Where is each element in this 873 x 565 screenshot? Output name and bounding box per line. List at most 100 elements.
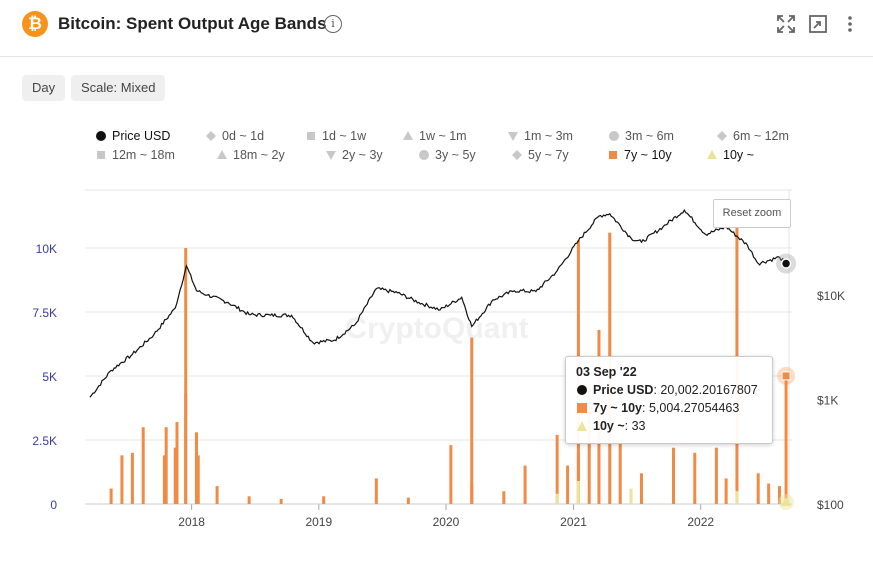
legend-label: 2y ~ 3y <box>342 148 383 162</box>
reset-zoom-button[interactable]: Reset zoom <box>713 199 791 228</box>
y-tick-label: 10K <box>36 242 57 256</box>
bar-hover-point <box>781 371 791 381</box>
x-tick-label: 2018 <box>178 515 205 529</box>
legend-label: 3m ~ 6m <box>625 129 674 143</box>
bar-7y-10y <box>502 491 506 504</box>
bar-7y-10y <box>195 432 199 504</box>
bar-7y-10y <box>756 473 760 504</box>
legend-item[interactable]: 1m ~ 3m <box>507 129 573 143</box>
bar-7y-10y <box>374 478 378 504</box>
bar-7y-10y <box>215 486 219 504</box>
bar-7y-10y <box>162 455 166 504</box>
tooltip-row-7y-10y: 7y ~ 10y: 5,004.27054463 <box>576 401 739 415</box>
bar-7y-10y <box>120 455 124 504</box>
circle-marker-icon <box>96 131 106 141</box>
info-icon[interactable]: i <box>324 15 342 33</box>
bar-7y-10y <box>587 386 591 504</box>
bar-7y-10y <box>639 473 643 504</box>
legend-label: 5y ~ 7y <box>528 148 569 162</box>
legend-item[interactable]: 3m ~ 6m <box>608 129 674 143</box>
legend-label: 1d ~ 1w <box>322 129 367 143</box>
window-icon[interactable] <box>808 14 828 34</box>
x-tick-label: 2020 <box>433 515 460 529</box>
bar-7y-10y <box>672 447 676 504</box>
tooltip-series-name: Price USD <box>593 383 654 397</box>
tooltip-series-name: 7y ~ 10y <box>593 401 643 415</box>
bar-10y <box>735 491 739 504</box>
bar-7y-10y <box>784 375 788 504</box>
circle-marker-icon <box>577 385 587 395</box>
bar-7y-10y <box>724 478 728 504</box>
tooltip-series-value: 5,004.27054463 <box>648 401 740 415</box>
tooltip-colon: : <box>624 419 632 433</box>
tooltip-series-value: 20,002.20167807 <box>660 383 758 397</box>
y-tick-label: 7.5K <box>32 306 57 320</box>
bar-7y-10y <box>184 248 188 504</box>
legend-item[interactable]: 2y ~ 3y <box>325 148 383 162</box>
legend-item[interactable]: 0d ~ 1d <box>205 129 264 143</box>
page-title: Bitcoin: Spent Output Age Bands <box>58 14 327 33</box>
scale-button[interactable]: Scale: Mixed <box>71 75 166 101</box>
tenyear-hover-point <box>781 497 792 506</box>
legend-item[interactable]: 1d ~ 1w <box>305 129 366 143</box>
bar-7y-10y <box>247 496 251 504</box>
legend-label: 10y ~ <box>723 148 754 162</box>
legend-item[interactable]: Price USD <box>95 129 170 143</box>
triangle-marker-icon <box>403 131 413 140</box>
legend-item[interactable]: 12m ~ 18m <box>95 148 175 162</box>
bar-7y-10y <box>173 447 177 504</box>
interval-button[interactable]: Day <box>22 75 66 101</box>
chart-tooltip: 03 Sep '22 Price USD: 20,002.20167807 7y… <box>565 356 773 444</box>
legend-item[interactable]: 1w ~ 1m <box>402 129 467 143</box>
bar-7y-10y <box>714 447 718 504</box>
legend-item[interactable]: 6m ~ 12m <box>716 129 789 143</box>
tooltip-date: 03 Sep '22 <box>576 365 637 379</box>
legend-label: 1w ~ 1m <box>419 129 467 143</box>
square-marker-icon <box>97 151 105 159</box>
x-tick-label: 2019 <box>305 515 332 529</box>
square-marker-icon <box>577 403 587 413</box>
legend-label: 12m ~ 18m <box>112 148 175 162</box>
tooltip-row-price: Price USD: 20,002.20167807 <box>576 383 758 397</box>
legend-item[interactable]: 18m ~ 2y <box>216 148 285 162</box>
expand-icon[interactable] <box>776 14 796 34</box>
bar-7y-10y <box>109 488 113 504</box>
square-marker-icon <box>609 151 617 159</box>
y2-tick-label: $1K <box>817 394 838 408</box>
bar-7y-10y <box>555 434 559 504</box>
square-marker-icon <box>307 132 315 140</box>
bar-7y-10y <box>693 452 697 504</box>
triangle-marker-icon <box>577 421 587 431</box>
bar-7y-10y <box>164 427 168 504</box>
legend-label: 18m ~ 2y <box>233 148 285 162</box>
legend-item[interactable]: 5y ~ 7y <box>511 148 569 162</box>
legend-label: 3y ~ 5y <box>435 148 476 162</box>
bar-7y-10y <box>523 465 527 504</box>
legend-item[interactable]: 10y ~ <box>706 148 754 162</box>
legend-item[interactable]: 3y ~ 5y <box>418 148 476 162</box>
legend-item[interactable]: 7y ~ 10y <box>607 148 672 162</box>
bar-7y-10y <box>566 465 570 504</box>
bar-7y-10y <box>767 483 771 504</box>
triangle-marker-icon <box>707 150 717 159</box>
diamond-marker-icon <box>206 131 216 141</box>
tooltip-row-10y: 10y ~: 33 <box>576 419 646 433</box>
triangle-marker-icon <box>217 150 227 159</box>
circle-marker-icon <box>609 131 619 141</box>
more-vert-icon[interactable] <box>840 14 860 34</box>
tooltip-series-value: 33 <box>631 419 646 433</box>
bar-7y-10y <box>141 427 145 504</box>
x-tick-label: 2021 <box>560 515 587 529</box>
legend-label: 6m ~ 12m <box>733 129 789 143</box>
bar-7y-10y <box>130 452 134 504</box>
y2-tick-label: $100 <box>817 498 844 512</box>
tooltip-colon: : <box>653 383 661 397</box>
y-tick-label: 0 <box>50 498 57 512</box>
bar-7y-10y <box>279 498 283 504</box>
bar-7y-10y <box>322 496 326 504</box>
price-hover-point <box>780 258 792 269</box>
bar-7y-10y <box>175 422 179 504</box>
y-tick-label: 2.5K <box>32 434 57 448</box>
bar-10y <box>576 480 580 504</box>
